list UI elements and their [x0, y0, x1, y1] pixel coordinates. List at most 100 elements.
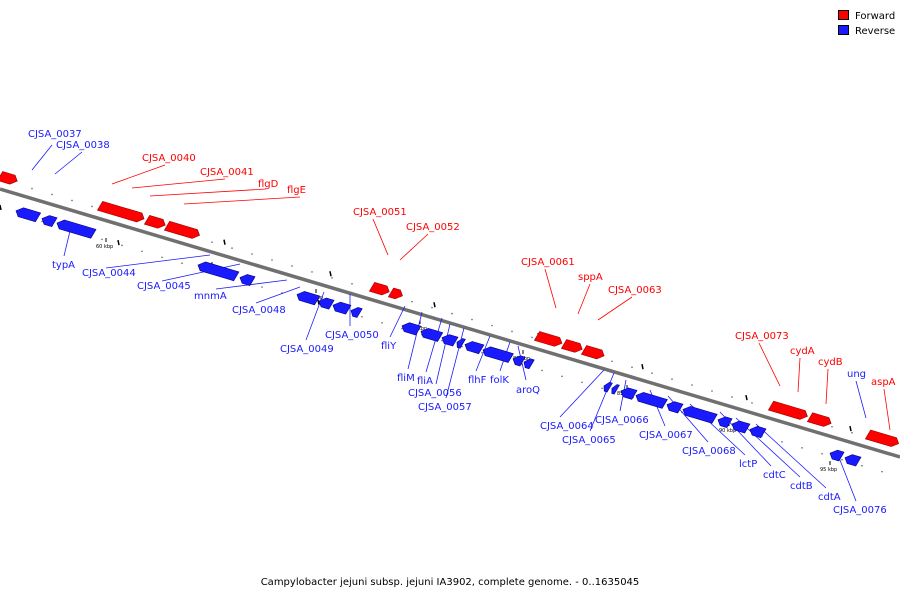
- gene-label: flgD: [258, 179, 279, 190]
- legend-forward-label: Forward: [855, 11, 896, 22]
- gene-reverse: [635, 392, 668, 409]
- leader-line: [407, 311, 423, 370]
- legend-forward-swatch: [838, 10, 849, 20]
- gene-label: CJSA_0044: [82, 268, 136, 279]
- track-dot: [601, 387, 603, 390]
- track-dot: [231, 247, 233, 249]
- gene-reverse: [441, 334, 459, 347]
- track-dot: [351, 283, 353, 285]
- leader-line: [855, 380, 867, 419]
- gene-reverse: [666, 401, 684, 414]
- gene-forward: [143, 214, 166, 229]
- gene-reverse: [464, 341, 485, 355]
- leader-line: [559, 369, 605, 418]
- leader-line: [31, 144, 53, 171]
- track-dot: [801, 447, 803, 449]
- track-dot: [511, 330, 513, 333]
- track-dot: [451, 312, 453, 315]
- gene-reverse: [56, 219, 97, 239]
- track-dot: [471, 318, 473, 321]
- gene-label: cydA: [790, 346, 815, 357]
- leader-line: [161, 263, 241, 282]
- track-dot: [561, 375, 563, 378]
- gene-label: lctP: [739, 459, 757, 470]
- gene-label: fliY: [381, 341, 397, 352]
- gene-label: CJSA_0040: [142, 153, 196, 164]
- gene-label: CJSA_0067: [639, 430, 693, 441]
- legend-reverse: Reverse: [838, 25, 895, 37]
- gene-label: typA: [52, 260, 75, 271]
- leader-line: [183, 196, 301, 205]
- gene-reverse: [749, 426, 767, 439]
- track-dot: [381, 321, 383, 324]
- track-dot: [331, 277, 333, 279]
- gene-reverse: [456, 338, 466, 349]
- leader-line: [475, 335, 491, 372]
- gene-reverse: [15, 207, 42, 223]
- gene-forward: [580, 345, 605, 360]
- gene-label: CJSA_0048: [232, 305, 286, 316]
- track-dot: [51, 193, 53, 196]
- leader-line: [837, 454, 857, 502]
- track-dot: [851, 431, 853, 434]
- gene-forward: [806, 412, 832, 427]
- track-dot: [31, 187, 33, 190]
- gene-label: CJSA_0045: [137, 281, 191, 292]
- leader-line: [577, 283, 591, 315]
- leader-line: [255, 286, 301, 304]
- track-dot: [121, 244, 123, 247]
- gene-forward: [864, 429, 900, 447]
- gene-reverse: [682, 406, 718, 424]
- gene-reverse: [829, 449, 845, 462]
- track-dot: [311, 271, 313, 273]
- track-dot: [211, 241, 213, 243]
- track-dot: [71, 199, 73, 202]
- kbp-tick-label: 60 kbp: [96, 244, 113, 250]
- gene-label: CJSA_0052: [406, 222, 460, 233]
- gene-label: CJSA_0065: [562, 435, 616, 446]
- gene-label: CJSA_0063: [608, 285, 662, 296]
- track-dot: [441, 339, 443, 342]
- leader-lines: [31, 144, 891, 502]
- track-dot: [491, 324, 493, 327]
- leader-line: [372, 218, 389, 256]
- leader-line: [597, 296, 633, 321]
- gene-label: flgE: [287, 185, 306, 196]
- gene-reverse: [350, 307, 363, 318]
- gene-reverse: [512, 355, 526, 367]
- leader-line: [435, 323, 451, 385]
- leader-line: [54, 151, 83, 175]
- gene-label: folK: [490, 375, 509, 386]
- leader-line: [149, 188, 267, 197]
- track-dot: [291, 265, 293, 267]
- gene-reverse: [844, 454, 862, 467]
- gene-reverse: [41, 215, 58, 228]
- gene-reverse: [420, 328, 444, 342]
- gene-reverse: [731, 420, 751, 434]
- leader-line: [883, 388, 891, 431]
- gene-reverse: [717, 416, 733, 429]
- gene-label: ung: [847, 369, 866, 380]
- axis-tick-minor: [0, 204, 2, 211]
- gene-reverse: [620, 387, 638, 400]
- leader-line: [758, 342, 781, 387]
- track-dot: [611, 360, 613, 363]
- leader-line: [825, 368, 829, 405]
- legend-reverse-swatch: [838, 25, 849, 35]
- gene-label: CJSA_0073: [735, 331, 789, 342]
- gene-label: fliM: [397, 373, 415, 384]
- track-dot: [751, 402, 753, 404]
- gene-label: CJSA_0064: [540, 421, 594, 432]
- gene-label: fliA: [417, 376, 433, 387]
- gene-reverse: [401, 322, 422, 336]
- gene-label: CJSA_0056: [408, 388, 462, 399]
- gene-label: CJSA_0057: [418, 402, 472, 413]
- track-dot: [361, 315, 363, 318]
- leader-line: [105, 254, 211, 269]
- leader-line: [131, 178, 226, 189]
- gene-features[interactable]: [0, 171, 900, 467]
